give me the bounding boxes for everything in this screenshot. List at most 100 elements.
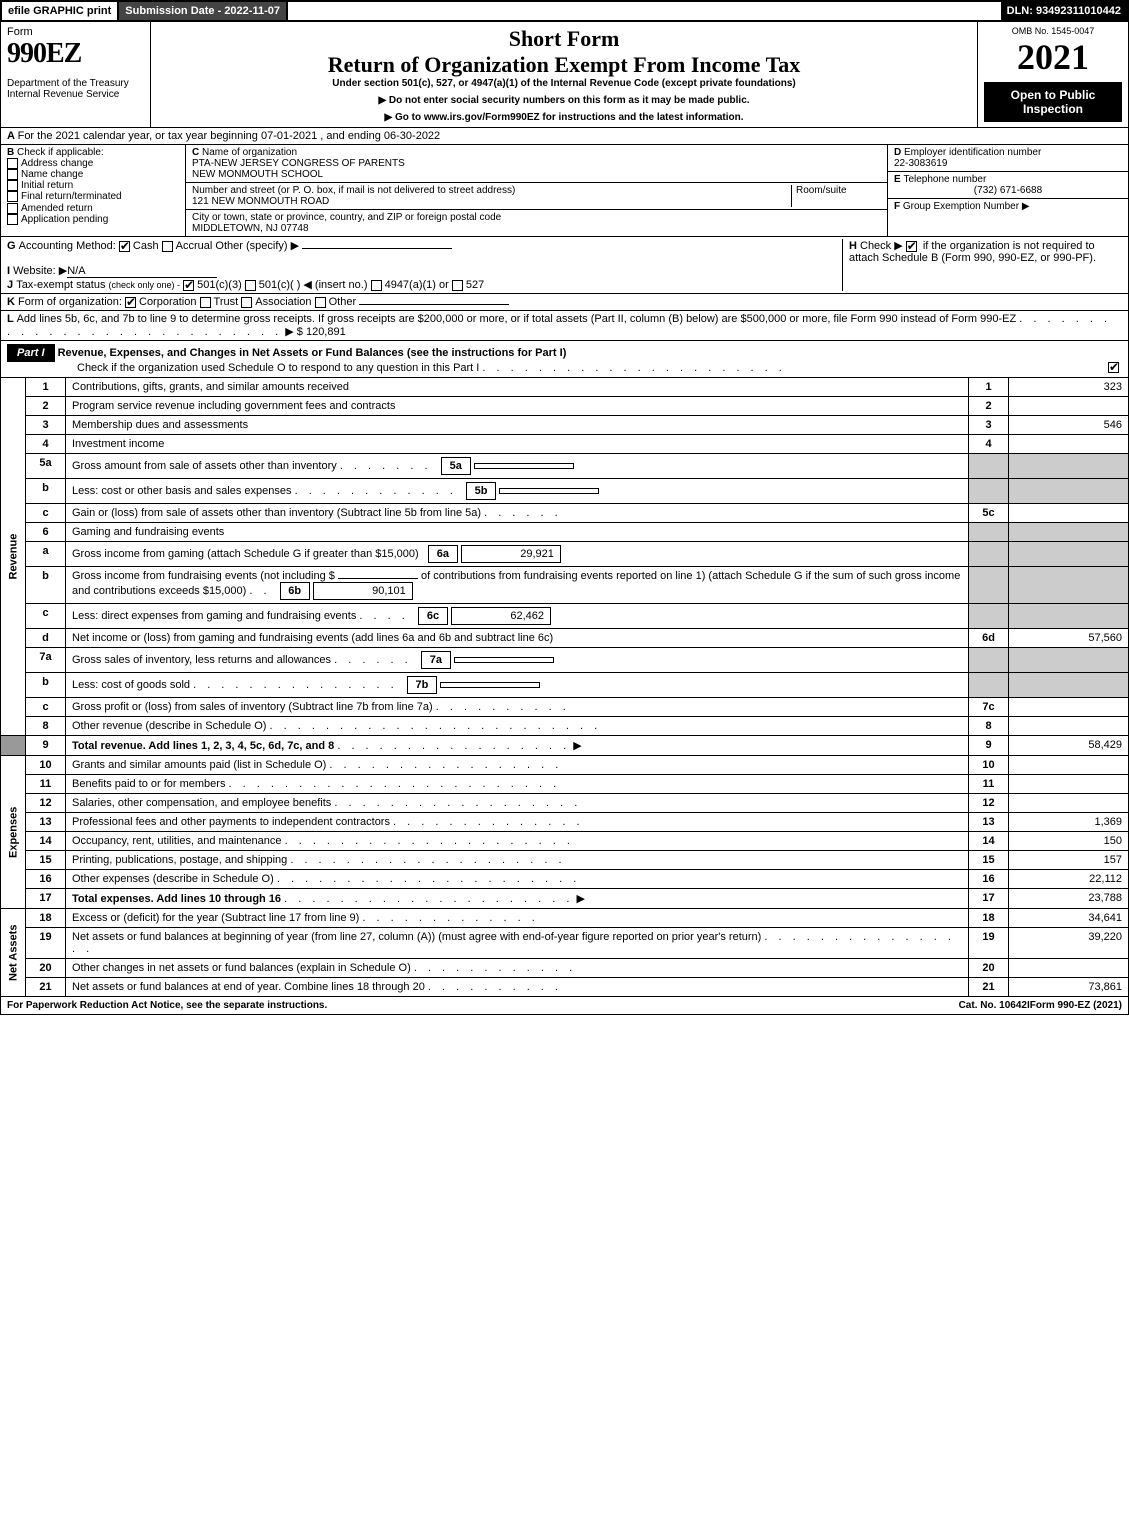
line-5c-text: Gain or (loss) from sale of assets other… (72, 507, 481, 519)
checkbox-h[interactable] (906, 241, 917, 252)
g-h-row: G Accounting Method: Cash Accrual Other … (0, 237, 1129, 294)
omb-number: OMB No. 1545-0047 (984, 26, 1122, 36)
checkbox-corporation[interactable] (125, 297, 136, 308)
checkbox-accrual[interactable] (162, 241, 173, 252)
checkbox-schedule-o[interactable] (1108, 362, 1119, 373)
org-city: MIDDLETOWN, NJ 07748 (192, 223, 309, 234)
section-c: C Name of organization PTA-NEW JERSEY CO… (186, 145, 888, 236)
line-17-text: Total expenses. Add lines 10 through 16 (72, 893, 281, 905)
short-form-title: Short Form (159, 26, 969, 52)
line-13-text: Professional fees and other payments to … (72, 816, 390, 828)
revenue-side-label: Revenue (1, 378, 26, 736)
line-4-amt (1009, 435, 1129, 454)
form-header: Form 990EZ Department of the Treasury In… (0, 22, 1129, 128)
line-a: A For the 2021 calendar year, or tax yea… (0, 128, 1129, 145)
form-of-org-label: Form of organization: (18, 296, 122, 308)
line-6b-blank[interactable] (338, 578, 418, 579)
line-2-amt (1009, 397, 1129, 416)
line-20-amt (1009, 959, 1129, 978)
group-exemption-label: Group Exemption Number ▶ (903, 201, 1030, 212)
checkbox-4947[interactable] (371, 280, 382, 291)
line-6d-amt: 57,560 (1009, 629, 1129, 648)
checkbox-application-pending[interactable] (7, 214, 18, 225)
line-15-text: Printing, publications, postage, and shi… (72, 854, 287, 866)
checkbox-amended-return[interactable] (7, 203, 18, 214)
website-label: Website: ▶ (13, 265, 67, 277)
line-6b-pre: Gross income from fundraising events (no… (72, 570, 335, 582)
section-b: B Check if applicable: Address change Na… (1, 145, 186, 236)
line-1-amt: 323 (1009, 378, 1129, 397)
page-footer: For Paperwork Reduction Act Notice, see … (0, 997, 1129, 1015)
line-1-text: Contributions, gifts, grants, and simila… (66, 378, 969, 397)
line-7c-amt (1009, 698, 1129, 717)
line-7c-text: Gross profit or (loss) from sales of inv… (72, 701, 433, 713)
checkbox-association[interactable] (241, 297, 252, 308)
other-org-input[interactable] (359, 304, 509, 305)
checkbox-initial-return[interactable] (7, 180, 18, 191)
info-grid: B Check if applicable: Address change Na… (0, 145, 1129, 237)
c-addr-label: Number and street (or P. O. box, if mail… (192, 185, 515, 196)
instructions-link[interactable]: ▶ Go to www.irs.gov/Form990EZ for instru… (159, 112, 969, 123)
phone-value: (732) 671-6688 (894, 185, 1122, 196)
line-6d-text: Net income or (loss) from gaming and fun… (66, 629, 969, 648)
checkbox-cash[interactable] (119, 241, 130, 252)
line-10-text: Grants and similar amounts paid (list in… (72, 759, 326, 771)
line-3-text: Membership dues and assessments (66, 416, 969, 435)
checkbox-trust[interactable] (200, 297, 211, 308)
line-6c-text: Less: direct expenses from gaming and fu… (72, 610, 356, 622)
line-5a-inner (474, 463, 574, 469)
net-assets-side-label: Net Assets (1, 909, 26, 997)
line-4-text: Investment income (66, 435, 969, 454)
line-5a-text: Gross amount from sale of assets other t… (72, 460, 337, 472)
checkbox-501c3[interactable] (183, 280, 194, 291)
top-bar: efile GRAPHIC print Submission Date - 20… (0, 0, 1129, 22)
line-11-amt (1009, 775, 1129, 794)
line-17-amt: 23,788 (1009, 889, 1129, 909)
checkbox-527[interactable] (452, 280, 463, 291)
line-3-amt: 546 (1009, 416, 1129, 435)
line-8-text: Other revenue (describe in Schedule O) (72, 720, 266, 732)
c-name-label: Name of organization (202, 147, 297, 158)
line-6-text: Gaming and fundraising events (66, 523, 969, 542)
line-11-text: Benefits paid to or for members (72, 778, 225, 790)
cat-number: Cat. No. 10642I (959, 1000, 1030, 1011)
l-amount: ▶ $ 120,891 (285, 326, 345, 338)
line-12-amt (1009, 794, 1129, 813)
line-21-text: Net assets or fund balances at end of ye… (72, 981, 425, 993)
tax-year: 2021 (984, 36, 1122, 78)
line-10-amt (1009, 756, 1129, 775)
paperwork-notice: For Paperwork Reduction Act Notice, see … (7, 1000, 959, 1011)
line-16-text: Other expenses (describe in Schedule O) (72, 873, 274, 885)
org-address: 121 NEW MONMOUTH ROAD (192, 196, 329, 207)
checkbox-final-return[interactable] (7, 191, 18, 202)
section-d-e-f: D Employer identification number 22-3083… (888, 145, 1128, 236)
form-ref: Form 990-EZ (2021) (1030, 1000, 1122, 1011)
room-suite-label: Room/suite (796, 185, 847, 196)
line-18-amt: 34,641 (1009, 909, 1129, 928)
line-20-text: Other changes in net assets or fund bala… (72, 962, 411, 974)
c-city-label: City or town, state or province, country… (192, 212, 501, 223)
website-value: N/A (67, 265, 217, 278)
form-subtitle: Under section 501(c), 527, or 4947(a)(1)… (159, 78, 969, 89)
efile-print-label[interactable]: efile GRAPHIC print (2, 2, 119, 20)
line-5b-inner (499, 488, 599, 494)
l-text: Add lines 5b, 6c, and 7b to line 9 to de… (17, 313, 1017, 325)
h-check-label: Check ▶ (860, 240, 903, 252)
line-5b-text: Less: cost or other basis and sales expe… (72, 485, 292, 497)
k-row: K Form of organization: Corporation Trus… (0, 294, 1129, 311)
b-title: Check if applicable: (17, 147, 104, 158)
line-14-text: Occupancy, rent, utilities, and maintena… (72, 835, 282, 847)
line-21-amt: 73,861 (1009, 978, 1129, 997)
line-9-amt: 58,429 (1009, 736, 1129, 756)
line-6c-inner: 62,462 (451, 607, 551, 625)
line-7a-inner (454, 657, 554, 663)
line-5c-amt (1009, 504, 1129, 523)
tax-exempt-label: Tax-exempt status (16, 279, 105, 291)
ssn-warning: ▶ Do not enter social security numbers o… (159, 95, 969, 106)
line-7b-text: Less: cost of goods sold (72, 679, 190, 691)
other-specify-input[interactable] (302, 248, 452, 249)
checkbox-501c[interactable] (245, 280, 256, 291)
checkbox-name-change[interactable] (7, 169, 18, 180)
checkbox-other-org[interactable] (315, 297, 326, 308)
checkbox-address-change[interactable] (7, 158, 18, 169)
